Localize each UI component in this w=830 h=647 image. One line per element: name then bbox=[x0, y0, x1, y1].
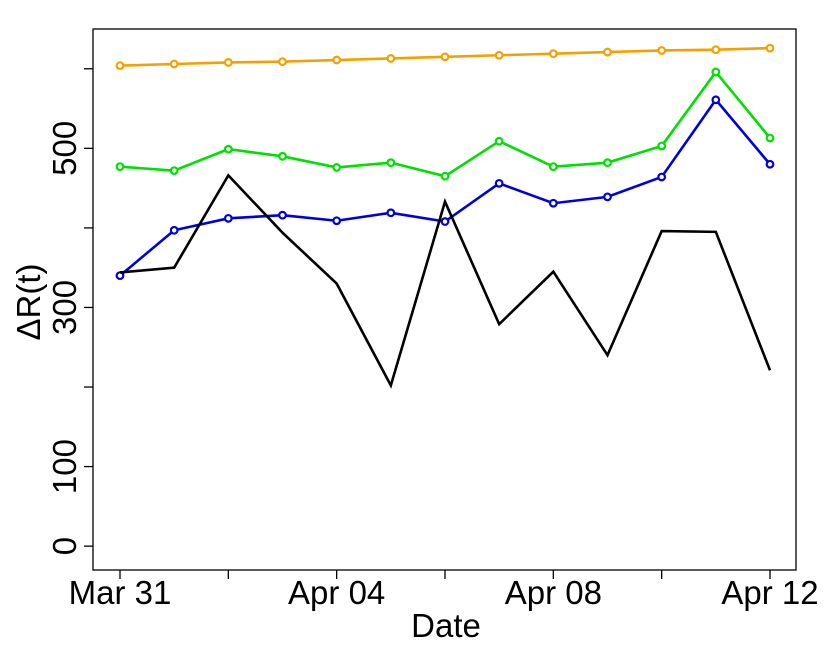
y-tick-label: 100 bbox=[46, 439, 83, 494]
data-point bbox=[386, 158, 396, 168]
data-point bbox=[278, 57, 287, 67]
data-point bbox=[386, 208, 396, 218]
series-line bbox=[119, 173, 772, 389]
data-point bbox=[440, 217, 450, 226]
data-point bbox=[548, 49, 558, 59]
series-2 bbox=[115, 95, 775, 281]
data-point bbox=[603, 158, 612, 168]
y-tick-label: 300 bbox=[46, 280, 83, 335]
y-tick-label: 0 bbox=[46, 537, 83, 555]
x-axis: Mar 31 Apr 04 Apr 08 Apr 12 bbox=[69, 570, 819, 611]
data-point bbox=[657, 141, 667, 151]
data-point bbox=[223, 144, 233, 154]
x-tick-label: Apr 12 bbox=[721, 574, 818, 611]
data-point bbox=[603, 192, 612, 202]
data-point bbox=[711, 45, 721, 55]
series-0 bbox=[115, 43, 775, 70]
data-point bbox=[657, 46, 667, 55]
data-point bbox=[711, 67, 721, 77]
series-line bbox=[119, 97, 771, 277]
x-tick-label: Apr 04 bbox=[288, 574, 385, 611]
data-point bbox=[169, 166, 179, 176]
x-tick-label: Apr 08 bbox=[505, 574, 602, 611]
data-point bbox=[494, 136, 504, 146]
data-point bbox=[169, 59, 179, 69]
data-point bbox=[332, 55, 342, 65]
data-point bbox=[169, 225, 179, 235]
series-layer bbox=[115, 43, 775, 389]
data-point bbox=[223, 213, 233, 223]
data-point bbox=[115, 162, 125, 172]
y-tick-label: 500 bbox=[46, 121, 83, 176]
data-point bbox=[223, 58, 233, 67]
y-axis: 0 100 300 500 bbox=[46, 68, 93, 555]
data-point bbox=[278, 210, 287, 220]
data-point bbox=[494, 50, 504, 60]
data-point bbox=[332, 163, 342, 172]
data-point bbox=[765, 159, 775, 169]
data-point bbox=[657, 172, 667, 182]
x-axis-label: Date bbox=[411, 607, 481, 642]
data-point bbox=[494, 178, 504, 188]
series-1 bbox=[115, 67, 775, 181]
data-point bbox=[548, 198, 558, 208]
y-axis-label: ΔR(t) bbox=[10, 263, 47, 340]
data-point bbox=[711, 95, 721, 105]
plot-frame bbox=[92, 28, 797, 571]
data-point bbox=[548, 162, 558, 172]
series-3 bbox=[119, 173, 772, 389]
data-point bbox=[440, 52, 450, 62]
data-point bbox=[115, 61, 125, 70]
data-point bbox=[765, 133, 775, 143]
data-point bbox=[332, 216, 342, 226]
data-point bbox=[765, 43, 775, 53]
data-point bbox=[386, 54, 396, 63]
data-point bbox=[603, 47, 612, 57]
data-point bbox=[440, 171, 450, 181]
data-point bbox=[278, 151, 287, 161]
x-tick-label: Mar 31 bbox=[69, 574, 172, 611]
